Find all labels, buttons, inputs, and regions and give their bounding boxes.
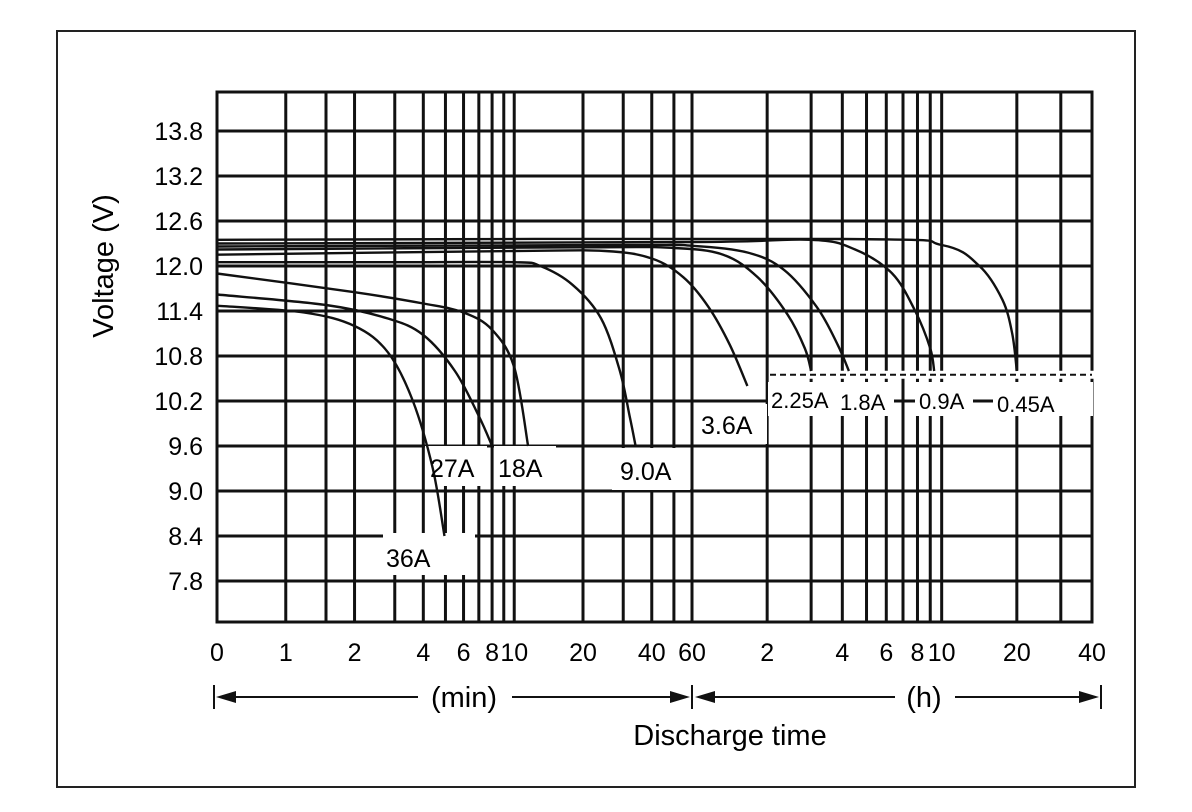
x-tick-label: 40 xyxy=(638,639,666,667)
plot-border xyxy=(215,90,1094,624)
series-label: 1.8A xyxy=(840,390,886,415)
series-line-36A xyxy=(216,304,446,537)
min-arrow-left-head xyxy=(216,691,236,703)
x-tick-label: 4 xyxy=(835,639,849,667)
series-label: 27A xyxy=(430,455,475,483)
series-line-0.9A xyxy=(216,238,936,372)
y-tick-label: 11.4 xyxy=(156,298,203,326)
series-label-bg xyxy=(768,382,838,416)
hr-arrow-right-head xyxy=(1079,691,1099,703)
chart-frame xyxy=(56,30,1136,788)
x-tick-label: 2 xyxy=(348,639,362,667)
series-label: 36A xyxy=(386,545,431,573)
series-label-bg xyxy=(494,446,556,486)
series-line-0.45A xyxy=(216,237,1018,372)
x-tick-label: 20 xyxy=(1003,639,1031,667)
x-tick-label: 20 xyxy=(569,639,597,667)
series-label-bg xyxy=(993,382,1093,416)
x-tick-label: 60 xyxy=(678,639,706,667)
x-tick-label: 8 xyxy=(911,639,925,667)
series-line-9.0A xyxy=(217,260,637,447)
series-line-2.25A xyxy=(216,245,813,372)
min-arrow-right-head xyxy=(670,691,690,703)
x-tick-label: 10 xyxy=(928,639,956,667)
x-tick-label: 10 xyxy=(500,639,528,667)
series-label-bg xyxy=(915,382,973,416)
x-tick-label: 1 xyxy=(279,639,293,667)
y-tick-label: 12.6 xyxy=(154,208,203,236)
series-label-bg xyxy=(838,382,894,416)
x-tick-label: 2 xyxy=(760,639,774,667)
x-tick-label: 6 xyxy=(457,639,471,667)
series-label: 0.9A xyxy=(919,389,965,414)
y-axis-label: Voltage (V) xyxy=(88,194,120,337)
series-label-bg xyxy=(695,404,767,444)
x-tick-label: 6 xyxy=(879,639,893,667)
series-line-18A xyxy=(216,272,530,447)
x-unit-hours-label: (h) xyxy=(906,682,941,714)
y-tick-label: 9.0 xyxy=(168,478,203,506)
series-line-1.8A xyxy=(216,243,851,372)
y-tick-label: 10.8 xyxy=(154,343,203,371)
y-tick-label: 9.6 xyxy=(168,433,203,461)
series-line-27A xyxy=(216,293,494,447)
y-tick-label: 13.8 xyxy=(154,118,203,146)
y-tick-label: 10.2 xyxy=(154,388,203,416)
series-label: 0.45A xyxy=(997,392,1055,417)
y-tick-label: 7.8 xyxy=(168,568,203,596)
series-label: 2.25A xyxy=(771,388,829,413)
x-axis-label: Discharge time xyxy=(633,720,826,752)
x-tick-label: 8 xyxy=(485,639,499,667)
x-tick-label: 40 xyxy=(1078,639,1106,667)
series-label: 3.6A xyxy=(701,412,753,440)
series-label-bg xyxy=(612,448,690,490)
x-unit-minutes-label: (min) xyxy=(431,682,497,714)
y-tick-label: 12.0 xyxy=(154,253,203,281)
series-label: 18A xyxy=(498,455,543,483)
series-label-bg xyxy=(383,533,475,575)
y-tick-label: 13.2 xyxy=(154,163,203,191)
series-line-3.6A xyxy=(216,249,749,387)
x-tick-label: 4 xyxy=(416,639,430,667)
series-label: 9.0A xyxy=(620,458,672,486)
y-tick-label: 8.4 xyxy=(168,523,203,551)
hr-arrow-left-head xyxy=(695,691,715,703)
x-tick-label: 0 xyxy=(210,639,224,667)
